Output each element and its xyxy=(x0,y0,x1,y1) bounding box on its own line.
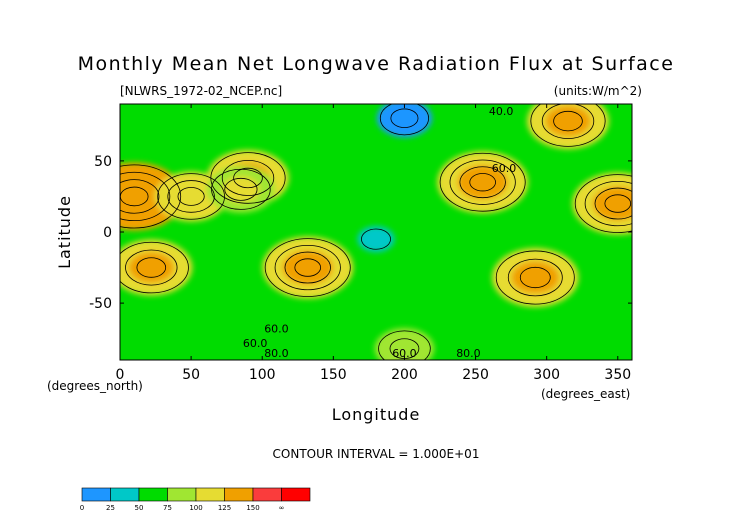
y-axis-label: Latitude xyxy=(55,195,74,269)
x-tick-label: 0 xyxy=(116,367,125,383)
colorbar-swatch xyxy=(281,487,311,502)
contour-line xyxy=(449,159,516,205)
contour-interval-text: CONTOUR INTERVAL = 1.000E+01 xyxy=(273,447,480,461)
contour-line xyxy=(120,241,189,294)
contour-line xyxy=(495,250,575,305)
field-region-core-north-america xyxy=(457,165,508,200)
y-axis-ticks: -50 0 50 xyxy=(89,154,632,312)
contour-label: 80.0 xyxy=(456,347,481,360)
colorbar-level-label: 75 xyxy=(163,504,172,512)
x-tick-label: 300 xyxy=(533,367,560,383)
y-unit-label: (degrees_north) xyxy=(47,379,143,393)
x-unit-label: (degrees_east) xyxy=(541,387,630,401)
contour-line xyxy=(210,152,286,204)
contour-line xyxy=(519,266,551,289)
contour-line xyxy=(177,187,205,206)
contour-line xyxy=(157,173,225,220)
chart-subtitle-file: [NLWRS_1972-02_NCEP.nc] xyxy=(120,84,282,98)
chart-subtitle-units: (units:W/m^2) xyxy=(554,84,642,98)
contour-line xyxy=(507,258,563,297)
contour-line xyxy=(136,257,167,278)
contour-line xyxy=(125,249,178,286)
colorbar-swatch xyxy=(81,487,111,502)
contour-line xyxy=(233,167,263,189)
x-tick-label: 150 xyxy=(320,367,347,383)
y-tick-label: -50 xyxy=(89,296,112,312)
x-tick-label: 200 xyxy=(391,367,418,383)
contour-line xyxy=(294,258,322,277)
y-tick-label: 50 xyxy=(94,154,112,170)
colorbar-level-label: 50 xyxy=(135,504,144,512)
colorbar-swatch xyxy=(252,487,282,502)
field-region-core-greenland xyxy=(545,105,591,137)
contour-line xyxy=(120,171,171,222)
contour-line xyxy=(211,168,271,210)
contour-line xyxy=(530,104,606,147)
field-region-arctic-ocean xyxy=(376,104,432,138)
colorbar-swatch xyxy=(195,487,225,502)
field-region-core-tibet-asia xyxy=(222,176,260,203)
colorbar: 0 25 50 75 100 125 150 ∞ xyxy=(80,487,311,512)
contour-line xyxy=(439,152,526,212)
contour-line xyxy=(224,177,258,201)
contour-line xyxy=(120,164,182,229)
field-region-core-southern-africa xyxy=(128,252,174,283)
contour-line xyxy=(459,166,506,199)
colorbar-level-label: 150 xyxy=(246,504,259,512)
x-tick-label: 100 xyxy=(249,367,276,383)
plot-area: 40.060.060.060.080.0 60.0 80.0 xyxy=(120,104,632,360)
colorbar-swatch xyxy=(138,487,168,502)
colorbar-swatch xyxy=(224,487,254,502)
contour-line xyxy=(167,180,215,213)
x-tick-label: 250 xyxy=(462,367,489,383)
contour-line xyxy=(604,194,632,213)
contour-label: 60.0 xyxy=(492,162,517,175)
contour-line xyxy=(541,104,595,140)
field-region-core-mexico-sahel xyxy=(592,186,632,221)
x-tick-label: 350 xyxy=(604,367,631,383)
contour-labels: 40.060.060.060.080.0 60.0 80.0 xyxy=(243,105,516,360)
field-region-core-south-america xyxy=(511,261,560,294)
x-axis-ticks: 0 50 100 150 200 250 300 350 xyxy=(116,104,631,383)
contour-line xyxy=(390,108,419,128)
contour-line xyxy=(274,244,341,291)
field-region-tropical-pacific xyxy=(357,226,395,253)
contour-line xyxy=(120,179,160,214)
field-region-antarctica-rim xyxy=(374,328,435,360)
colorbar-level-label: 25 xyxy=(106,504,115,512)
contour-line xyxy=(284,251,331,284)
contour-line xyxy=(594,187,632,220)
field-region-core-sahara-arabia xyxy=(120,177,162,216)
contour-line xyxy=(221,159,275,196)
colorbar-level-label: 125 xyxy=(218,504,231,512)
colorbar-swatch xyxy=(110,487,140,502)
contour-line xyxy=(553,110,583,132)
contour-line xyxy=(378,330,431,360)
contour-label: 60.0 xyxy=(264,323,289,336)
colorbar-level-label: 100 xyxy=(189,504,202,512)
contour-line xyxy=(574,174,632,233)
field-region-core-sahara-arabia xyxy=(171,182,212,211)
contour-line xyxy=(584,180,632,227)
contour-line xyxy=(361,228,391,250)
y-tick-label: 0 xyxy=(103,225,112,241)
contour-line xyxy=(264,238,351,297)
contour-line xyxy=(469,173,496,192)
colorbar-level-label: ∞ xyxy=(279,504,285,512)
contour-label: 60.0 xyxy=(243,337,268,350)
x-tick-label: 50 xyxy=(182,367,200,383)
contour-label: 60.0 xyxy=(392,347,417,360)
contour-line xyxy=(379,104,429,136)
colorbar-swatch xyxy=(167,487,197,502)
contour-label: 80.0 xyxy=(264,347,289,360)
chart-title: Monthly Mean Net Longwave Radiation Flux… xyxy=(78,53,675,75)
contour-label: 40.0 xyxy=(489,105,514,118)
colorbar-level-label: 0 xyxy=(80,504,84,512)
field-region-core-australia xyxy=(282,250,333,285)
x-axis-label: Longitude xyxy=(332,405,421,424)
